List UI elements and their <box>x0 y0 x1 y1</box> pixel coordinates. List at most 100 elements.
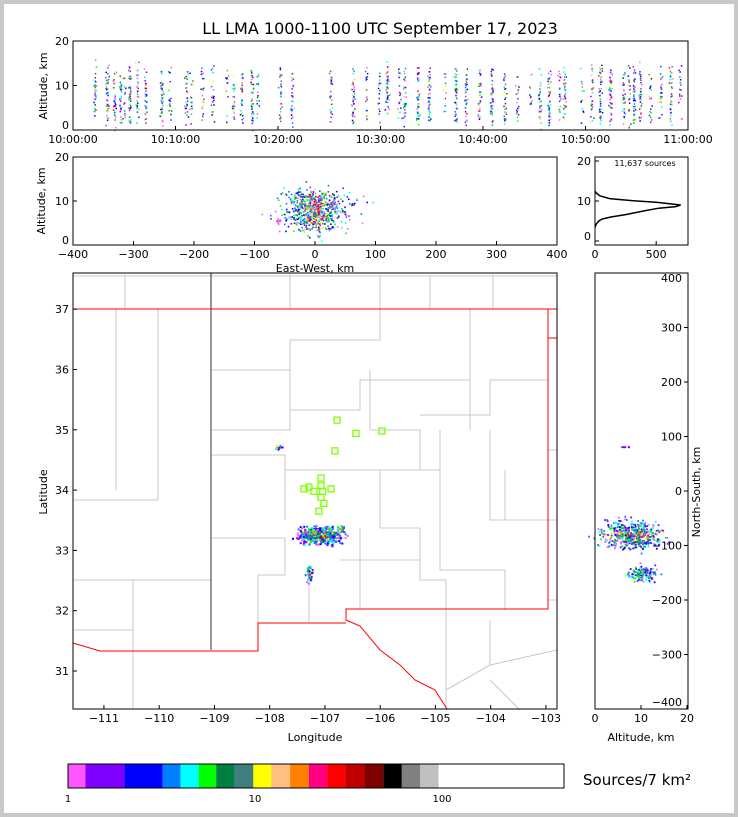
ew-point <box>269 214 272 217</box>
time-height-point <box>330 90 332 93</box>
map-source-point <box>309 536 312 539</box>
time-height-point <box>161 115 164 117</box>
time-height-point <box>529 103 532 105</box>
time-height-point <box>185 101 187 104</box>
ew-point <box>311 211 313 213</box>
ew-point <box>318 219 321 221</box>
time-height-point <box>538 110 541 112</box>
lma-station-marker <box>320 499 328 508</box>
map-source-point <box>307 567 310 570</box>
ns-point <box>658 540 661 543</box>
time-height-point <box>241 89 244 92</box>
time-height-point <box>146 101 148 103</box>
ew-point <box>324 201 327 204</box>
time-height-point <box>419 113 421 116</box>
time-height-point <box>491 104 494 107</box>
time-height-point <box>124 112 126 115</box>
ns-point <box>614 533 617 536</box>
lma-station-marker <box>352 429 360 438</box>
time-height-point <box>189 72 191 75</box>
time-height-point <box>136 107 138 109</box>
time-height-point <box>547 72 550 75</box>
time-height-point <box>292 116 294 118</box>
time-height-point <box>629 125 631 127</box>
time-height-point <box>639 61 641 64</box>
map-source-point <box>324 533 327 536</box>
time-height-point <box>550 118 552 120</box>
ns-point <box>624 446 627 449</box>
time-height-point <box>660 101 663 104</box>
time-height-point <box>384 109 387 111</box>
time-height-point <box>257 82 260 85</box>
time-height-point <box>632 119 635 121</box>
ew-point <box>360 213 363 215</box>
ew-point <box>318 226 320 228</box>
ns-point <box>625 527 628 530</box>
map-source-point <box>327 534 330 537</box>
ew-point <box>327 217 330 219</box>
map-source-point <box>319 534 322 537</box>
time-height-point <box>564 73 567 76</box>
time-height-point <box>629 88 631 91</box>
time-height-point <box>455 113 457 116</box>
ns-point <box>616 525 619 528</box>
ew-point <box>307 216 310 219</box>
ew-point <box>338 195 340 197</box>
time-height-point <box>256 117 258 119</box>
time-height-point <box>454 119 456 122</box>
map-source-point <box>319 527 322 530</box>
time-height-point <box>291 92 294 94</box>
time-height-point <box>123 110 126 112</box>
ns-point <box>654 573 657 576</box>
ns-point <box>644 537 647 540</box>
time-height-point <box>122 85 124 87</box>
map-source-point <box>336 537 339 540</box>
time-height-point <box>547 95 550 98</box>
time-height-point <box>351 119 354 122</box>
time-height-point <box>330 79 332 81</box>
map-source-point <box>314 535 317 538</box>
time-height-point <box>232 74 235 77</box>
ns-point <box>634 524 637 526</box>
ew-point <box>342 187 345 189</box>
ew-point <box>324 227 327 229</box>
ew-point <box>305 194 307 197</box>
time-height-point <box>638 73 641 75</box>
ns-point <box>627 539 630 542</box>
time-height-point <box>404 109 406 111</box>
time-height-point <box>160 99 162 102</box>
ew-point <box>309 222 312 224</box>
colorbar-segment <box>383 764 402 788</box>
map-source-point <box>307 537 310 540</box>
time-height-point <box>679 71 681 73</box>
ew-point <box>296 192 299 194</box>
time-height-point <box>610 112 612 115</box>
time-height-point <box>251 98 254 100</box>
ew-point <box>295 208 298 211</box>
ew-point <box>323 211 326 214</box>
ew-point <box>307 235 309 237</box>
time-height-point <box>184 112 187 114</box>
ns-point <box>609 538 611 541</box>
ew-point <box>321 205 324 207</box>
time-height-point <box>465 80 467 82</box>
map-boundaries <box>72 273 558 711</box>
time-height-point <box>609 94 612 96</box>
map-source-point <box>309 538 312 541</box>
ew-point <box>320 209 322 212</box>
map-source-point <box>318 532 321 535</box>
ew-point <box>297 193 300 196</box>
time-height-point <box>639 120 641 122</box>
time-height-point <box>402 88 405 90</box>
time-height-point <box>417 79 420 82</box>
ew-point <box>318 225 321 227</box>
ew-point <box>306 196 308 198</box>
time-height-point <box>632 122 635 124</box>
ew-point <box>301 193 304 195</box>
time-height-point <box>609 86 612 88</box>
ew-point <box>314 215 317 217</box>
ns-point <box>642 569 644 572</box>
time-height-point <box>365 119 368 121</box>
map-source-point <box>338 536 341 539</box>
ew-point <box>314 223 316 225</box>
